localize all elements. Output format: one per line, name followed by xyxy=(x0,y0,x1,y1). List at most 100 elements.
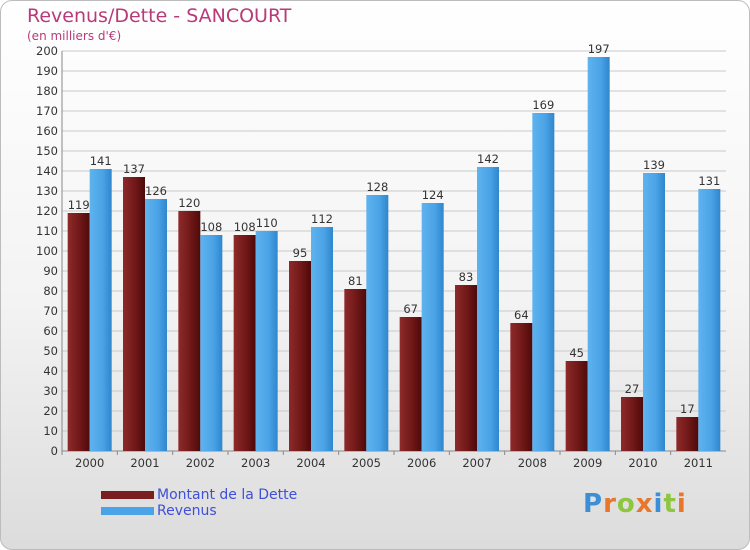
x-tick-label: 2010 xyxy=(628,456,657,470)
bar-debt xyxy=(621,397,643,451)
data-label-debt: 83 xyxy=(459,270,474,284)
data-label-debt: 120 xyxy=(178,196,200,210)
bar-debt xyxy=(233,235,256,451)
bar-revenue xyxy=(200,235,223,451)
bar-debt xyxy=(399,317,422,451)
legend-item-revenue: Revenus xyxy=(101,503,297,519)
y-tick-label: 10 xyxy=(43,424,58,438)
bar-debt xyxy=(178,211,201,451)
x-tick-label: 2011 xyxy=(684,456,713,470)
logo-letter: i xyxy=(676,489,687,519)
bar-revenue xyxy=(366,195,389,451)
x-tick-label: 2008 xyxy=(518,456,547,470)
x-tick-label: 2006 xyxy=(407,456,436,470)
proxiti-logo: Proxiti xyxy=(583,489,687,519)
y-tick-label: 100 xyxy=(36,244,58,258)
data-label-debt: 137 xyxy=(123,162,145,176)
data-label-revenue: 108 xyxy=(200,220,222,234)
x-tick-label: 2000 xyxy=(75,456,104,470)
x-tick-label: 2007 xyxy=(462,456,491,470)
logo-letter: i xyxy=(653,489,664,519)
y-tick-label: 60 xyxy=(43,324,58,338)
y-tick-label: 130 xyxy=(36,184,58,198)
x-tick-label: 2001 xyxy=(130,456,159,470)
data-label-revenue: 197 xyxy=(588,42,610,56)
logo-letter: t xyxy=(663,489,677,519)
legend-swatch-debt xyxy=(101,491,154,499)
y-tick-label: 90 xyxy=(43,264,58,278)
bar-debt xyxy=(455,285,477,451)
y-tick-label: 50 xyxy=(43,344,58,358)
data-label-debt: 27 xyxy=(625,382,640,396)
data-label-revenue: 128 xyxy=(366,180,388,194)
chart-legend: Montant de la Dette Revenus xyxy=(101,487,297,519)
bar-debt xyxy=(510,323,533,451)
data-label-debt: 67 xyxy=(403,302,418,316)
bar-debt xyxy=(565,361,588,451)
y-tick-label: 190 xyxy=(36,64,58,78)
bar-debt xyxy=(289,261,311,451)
legend-item-debt: Montant de la Dette xyxy=(101,487,297,503)
logo-letter: o xyxy=(616,489,636,519)
bar-revenue xyxy=(89,169,112,451)
bar-debt xyxy=(67,213,90,451)
y-tick-label: 70 xyxy=(43,304,58,318)
bar-debt xyxy=(676,417,699,451)
bar-revenue xyxy=(311,227,333,451)
y-tick-label: 40 xyxy=(43,364,58,378)
bar-revenue xyxy=(698,189,721,451)
data-label-revenue: 141 xyxy=(90,154,112,168)
logo-letter: x xyxy=(635,489,654,519)
y-tick-label: 120 xyxy=(36,204,58,218)
data-label-revenue: 139 xyxy=(643,158,665,172)
legend-label-revenue: Revenus xyxy=(157,503,217,519)
data-label-debt: 119 xyxy=(68,198,90,212)
bar-debt xyxy=(123,177,145,451)
x-tick-label: 2002 xyxy=(186,456,215,470)
x-tick-label: 2009 xyxy=(573,456,602,470)
data-label-debt: 108 xyxy=(234,220,256,234)
data-label-revenue: 124 xyxy=(422,188,444,202)
legend-swatch-revenue xyxy=(101,507,154,515)
x-tick-label: 2004 xyxy=(296,456,325,470)
y-tick-label: 200 xyxy=(36,44,58,58)
y-tick-label: 160 xyxy=(36,124,58,138)
data-label-debt: 64 xyxy=(514,308,529,322)
x-tick-label: 2005 xyxy=(352,456,381,470)
y-tick-label: 20 xyxy=(43,404,58,418)
data-label-revenue: 169 xyxy=(532,98,554,112)
bar-debt xyxy=(344,289,367,451)
bar-revenue xyxy=(587,57,610,451)
data-label-revenue: 126 xyxy=(145,184,167,198)
x-tick-label: 2003 xyxy=(241,456,270,470)
logo-letter: r xyxy=(603,489,617,519)
bar-revenue xyxy=(145,199,167,451)
data-label-debt: 81 xyxy=(348,274,363,288)
bar-revenue xyxy=(477,167,499,451)
legend-label-debt: Montant de la Dette xyxy=(157,487,298,503)
chart-title: Revenus/Dette - SANCOURT xyxy=(27,5,292,27)
y-tick-label: 170 xyxy=(36,104,58,118)
y-tick-label: 150 xyxy=(36,144,58,158)
y-tick-label: 0 xyxy=(51,444,58,458)
y-tick-label: 30 xyxy=(43,384,58,398)
chart-subtitle: (en milliers d'€) xyxy=(27,29,122,43)
data-label-debt: 45 xyxy=(569,346,584,360)
y-tick-label: 140 xyxy=(36,164,58,178)
bar-revenue xyxy=(255,231,278,451)
y-tick-label: 110 xyxy=(36,224,58,238)
data-label-debt: 95 xyxy=(293,246,308,260)
data-label-revenue: 142 xyxy=(477,152,499,166)
data-label-revenue: 112 xyxy=(311,212,333,226)
data-label-revenue: 110 xyxy=(256,216,278,230)
y-tick-label: 180 xyxy=(36,84,58,98)
logo-letter: P xyxy=(583,489,604,519)
y-tick-label: 80 xyxy=(43,284,58,298)
data-label-debt: 17 xyxy=(680,402,695,416)
bar-revenue xyxy=(643,173,665,451)
bar-revenue xyxy=(532,113,555,451)
data-label-revenue: 131 xyxy=(698,174,720,188)
bar-revenue xyxy=(421,203,444,451)
